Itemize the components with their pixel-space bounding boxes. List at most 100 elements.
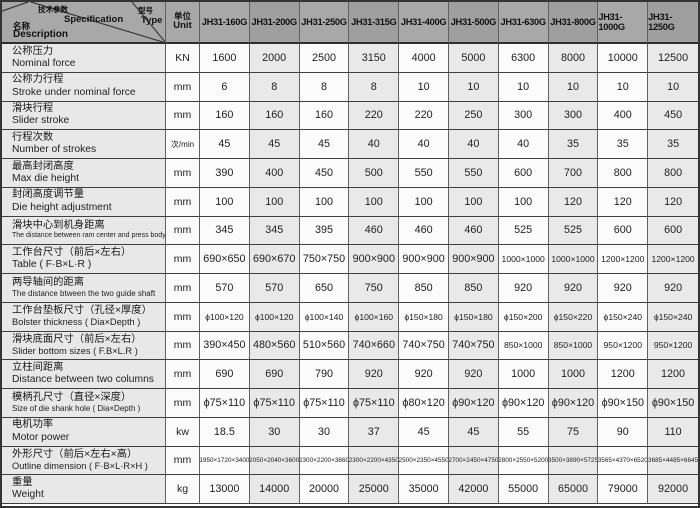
row-label-zh: 最高封闭高度 <box>12 160 74 172</box>
value-cell: 40 <box>448 130 499 159</box>
diagonal-divider <box>2 2 165 42</box>
value-cell: 10 <box>598 72 649 102</box>
value-cell: 700 <box>548 159 599 188</box>
row-description-cell: 滑块中心到机身距离 The distance between ram center… <box>2 216 166 246</box>
row-label-zh: 两导轴间的距离 <box>12 277 85 289</box>
value-cell: 600 <box>598 216 649 246</box>
value-cell: 1200 <box>598 360 649 389</box>
value-cell: 1950×1720×3400 <box>200 446 250 476</box>
value-cell: 120 <box>648 187 698 217</box>
value-cell: 525 <box>498 216 549 246</box>
value-cell: ϕ75×110 <box>299 389 350 418</box>
value-cell: 12500 <box>648 44 698 73</box>
value-cell: 35 <box>648 130 698 159</box>
row-label-zh: 滑块底面尺寸（前后×左右） <box>12 333 142 345</box>
value-cell: 10 <box>498 72 549 102</box>
value-cell: 920 <box>349 360 400 389</box>
value-cell: 920 <box>648 274 698 303</box>
value-cell: 10000 <box>598 44 649 73</box>
row-label-en: Outline dimension ( F·B×L·R×H ) <box>12 460 148 471</box>
value-cell: 690×670 <box>249 245 300 274</box>
value-cell: 90 <box>598 417 649 447</box>
value-cell: 45 <box>249 130 300 159</box>
value-cell: 920 <box>498 274 549 303</box>
value-cell: 460 <box>399 216 449 246</box>
value-cell: 100 <box>498 187 549 217</box>
value-cell: 690 <box>249 360 300 389</box>
value-cell: 110 <box>648 417 698 447</box>
unit-cell: KN <box>166 44 200 73</box>
value-cell: 100 <box>249 187 300 217</box>
value-cell: 450 <box>299 159 350 188</box>
value-cell: 20000 <box>299 475 350 504</box>
corner-spec-label-en: Specification <box>64 14 124 25</box>
value-cell: 690×650 <box>200 245 250 274</box>
value-cell: 1000 <box>548 360 599 389</box>
value-cell: 3685×4485×6645 <box>648 446 698 476</box>
row-description-cell: 封闭高度调节量 Die height adjustment <box>2 187 166 217</box>
unit-cell: mm <box>166 72 200 102</box>
row-label-en: Stroke under nominal force <box>12 86 136 98</box>
corner-name-label-en: Description <box>13 29 69 40</box>
value-cell: 79000 <box>598 475 649 504</box>
corner-name-label-zh: 名称 <box>13 21 31 31</box>
value-cell: 8 <box>349 72 400 102</box>
value-cell: ϕ75×110 <box>349 389 400 418</box>
unit-cell: mm <box>166 331 200 361</box>
value-cell: 300 <box>498 101 549 131</box>
value-cell: 395 <box>299 216 350 246</box>
value-cell: 35 <box>548 130 599 159</box>
value-cell: 40 <box>399 130 449 159</box>
value-cell: 220 <box>399 101 449 131</box>
value-cell: 900×900 <box>448 245 499 274</box>
value-cell: 650 <box>299 274 350 303</box>
value-cell: 850×1000 <box>548 331 599 361</box>
row-label-zh: 滑块行程 <box>12 103 54 115</box>
value-cell: 100 <box>299 187 350 217</box>
row-description-cell: 两导轴间的距离 The distance btween the two guide… <box>2 274 166 303</box>
row-label-zh: 公称压力 <box>12 45 54 57</box>
value-cell: 92000 <box>648 475 698 504</box>
value-cell: 920 <box>448 360 499 389</box>
unit-cell: mm <box>166 274 200 303</box>
unit-cell: mm <box>166 360 200 389</box>
value-cell: 550 <box>399 159 449 188</box>
row-label-en: Weight <box>12 489 44 501</box>
corner-header-cell: 技术参数 Specification 型号 Type 名称 Descriptio… <box>2 2 166 44</box>
column-header-model: JH31-400G <box>399 2 449 44</box>
unit-cell: 次/min <box>166 130 200 159</box>
value-cell: ϕ90×120 <box>448 389 499 418</box>
value-cell: 120 <box>598 187 649 217</box>
value-cell: 45 <box>399 417 449 447</box>
value-cell: ϕ150×180 <box>448 302 499 332</box>
value-cell: 10 <box>648 72 698 102</box>
value-cell: 2500×2350×4550 <box>399 446 449 476</box>
value-cell: 920 <box>399 360 449 389</box>
row-label-en: The distance between ram center and pres… <box>12 232 166 240</box>
value-cell: ϕ90×150 <box>598 389 649 418</box>
value-cell: ϕ90×120 <box>548 389 599 418</box>
column-header-model: JH31-160G <box>200 2 250 44</box>
row-description-cell: 工作台垫板尺寸（孔径×厚度） Bolster thickness ( Dia×De… <box>2 302 166 332</box>
value-cell: 4000 <box>399 44 449 73</box>
value-cell: ϕ150×240 <box>598 302 649 332</box>
value-cell: 35000 <box>399 475 449 504</box>
value-cell: 550 <box>448 159 499 188</box>
column-header-model: JH31-1250G <box>648 2 698 44</box>
value-cell: 300 <box>548 101 599 131</box>
row-label-zh: 工作台尺寸（前后×左右） <box>12 246 132 258</box>
row-description-cell: 立柱间距离 Distance between two columns <box>2 360 166 389</box>
value-cell: 1600 <box>200 44 250 73</box>
value-cell: 500 <box>349 159 400 188</box>
value-cell: 160 <box>299 101 350 131</box>
value-cell: ϕ150×200 <box>498 302 549 332</box>
row-label-en: Die height adjustment <box>12 201 112 213</box>
value-cell: 345 <box>249 216 300 246</box>
column-header-model: JH31-1000G <box>598 2 649 44</box>
value-cell: 950×1200 <box>598 331 649 361</box>
row-description-cell: 最高封闭高度 Max die height <box>2 159 166 188</box>
unit-cell: mm <box>166 245 200 274</box>
unit-header-en: Unit <box>173 20 192 32</box>
unit-cell: mm <box>166 216 200 246</box>
